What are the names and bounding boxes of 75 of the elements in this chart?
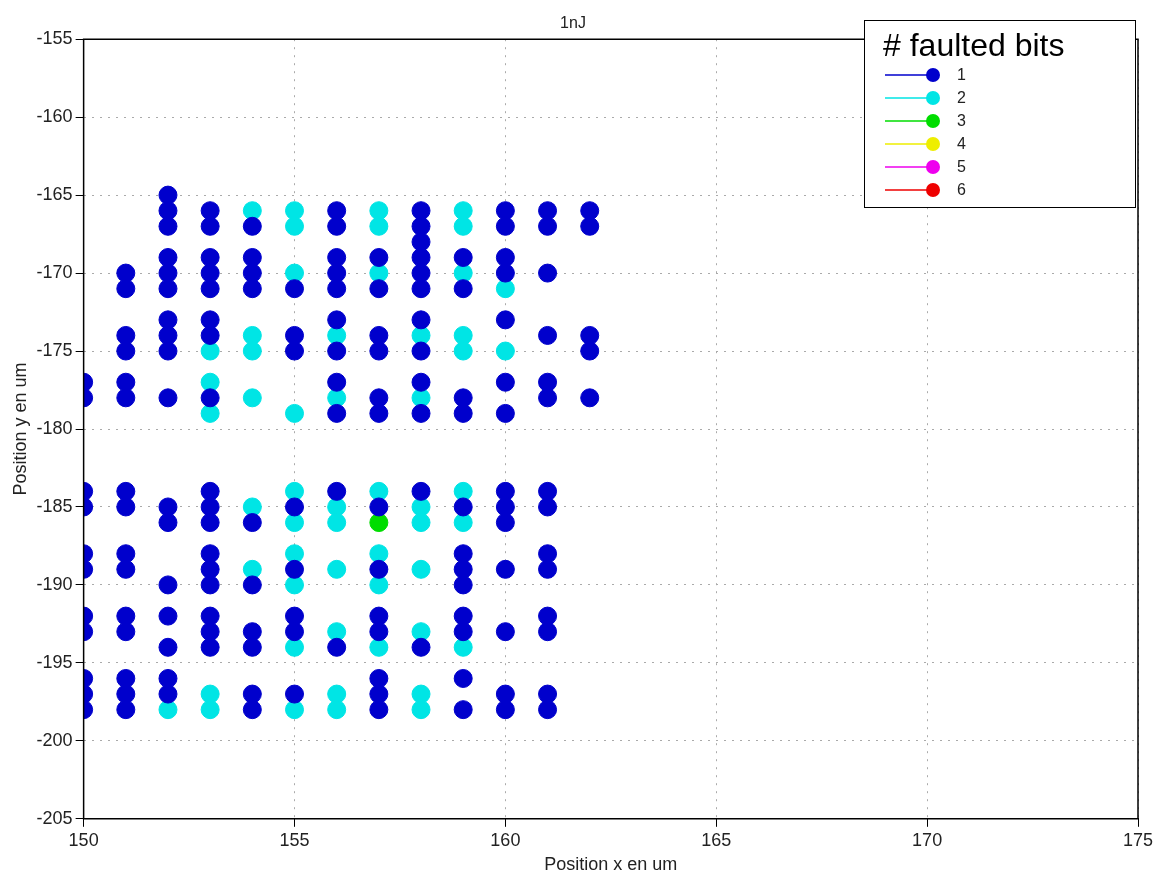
legend-label: 2 <box>957 88 966 107</box>
point <box>327 684 347 704</box>
x-tick-label: 150 <box>68 829 99 850</box>
point <box>285 637 304 657</box>
x-tick-label: 160 <box>490 829 521 850</box>
point <box>242 201 262 221</box>
y-tick-label: -185 <box>36 495 73 516</box>
y-tick-label: -195 <box>36 651 73 672</box>
point <box>242 388 262 408</box>
point <box>242 497 262 517</box>
point <box>200 341 220 361</box>
point <box>411 622 431 642</box>
point <box>411 513 431 533</box>
point <box>285 544 304 564</box>
point <box>411 700 431 720</box>
y-tick-label: -160 <box>36 106 73 127</box>
x-tick-label: 170 <box>912 829 943 850</box>
y-tick-label: -190 <box>36 573 73 594</box>
point <box>495 341 515 361</box>
legend-label: 1 <box>957 65 966 84</box>
legend-label: 4 <box>957 134 966 153</box>
point <box>200 700 220 720</box>
point <box>285 513 304 533</box>
point <box>327 559 347 579</box>
x-tick-label: 155 <box>279 829 310 850</box>
y-tick-label: -165 <box>36 184 73 205</box>
point <box>242 559 262 579</box>
x-axis-title: Position x en um <box>544 854 678 875</box>
point <box>200 372 220 392</box>
point <box>327 700 347 720</box>
point <box>453 637 473 657</box>
y-tick-label: -170 <box>36 262 73 283</box>
point <box>242 341 262 361</box>
point <box>327 513 347 533</box>
point <box>369 637 389 657</box>
y-axis-title: Position y en um <box>9 362 30 496</box>
point <box>369 201 389 221</box>
point <box>285 263 304 283</box>
legend-label: 6 <box>957 180 966 199</box>
point <box>200 403 220 423</box>
point <box>242 325 262 345</box>
point <box>369 544 389 564</box>
point <box>411 684 431 704</box>
point <box>285 403 304 423</box>
point <box>453 341 473 361</box>
point <box>369 216 389 236</box>
point <box>285 700 304 720</box>
point <box>495 279 515 299</box>
chart-title: 1nJ <box>560 14 586 32</box>
point <box>453 325 473 345</box>
y-tick-label: -180 <box>36 417 73 438</box>
point <box>200 684 220 704</box>
legend-title: # faulted bits <box>883 27 1066 63</box>
point <box>453 216 473 236</box>
point <box>369 513 389 533</box>
point <box>369 481 389 501</box>
point <box>369 575 389 595</box>
legend-label: 5 <box>957 157 966 176</box>
point <box>285 216 304 236</box>
legend-label: 3 <box>957 111 966 130</box>
point <box>453 201 473 221</box>
y-tick-label: -200 <box>36 729 73 750</box>
point <box>285 481 304 501</box>
y-tick-label: -155 <box>36 28 73 49</box>
y-tick-label: -175 <box>36 340 73 361</box>
point <box>285 201 304 221</box>
point <box>453 481 473 501</box>
x-tick-label: 175 <box>1122 829 1154 850</box>
point <box>453 513 473 533</box>
point <box>158 700 178 720</box>
point <box>285 575 304 595</box>
x-tick-label: 165 <box>701 829 732 850</box>
point <box>327 622 347 642</box>
point <box>411 559 431 579</box>
y-tick-label: -205 <box>36 807 73 828</box>
